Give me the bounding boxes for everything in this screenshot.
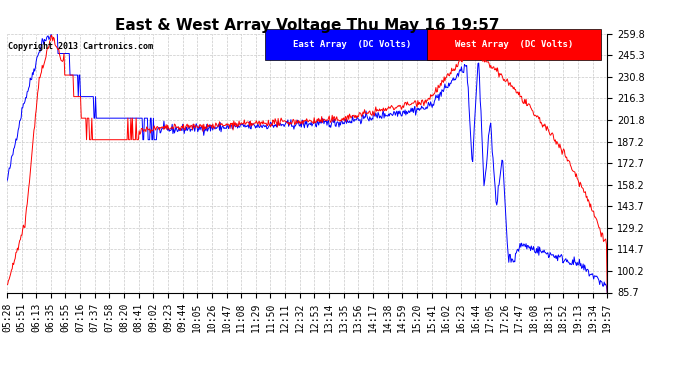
Title: East & West Array Voltage Thu May 16 19:57: East & West Array Voltage Thu May 16 19:…	[115, 18, 500, 33]
FancyBboxPatch shape	[427, 28, 601, 60]
Text: West Array  (DC Volts): West Array (DC Volts)	[455, 40, 573, 49]
FancyBboxPatch shape	[265, 28, 439, 60]
Text: Copyright 2013 Cartronics.com: Copyright 2013 Cartronics.com	[8, 42, 153, 51]
Text: East Array  (DC Volts): East Array (DC Volts)	[293, 40, 411, 49]
